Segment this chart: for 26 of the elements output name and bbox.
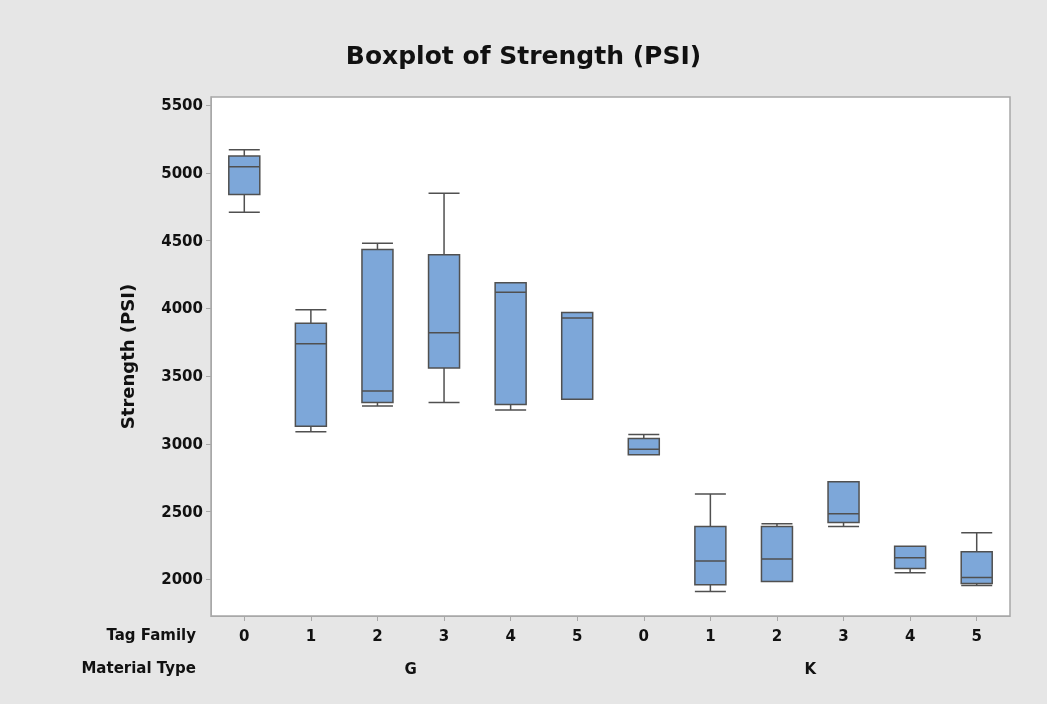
x-tick-label: 3	[838, 626, 849, 645]
x-tick-label: 5	[971, 626, 982, 645]
x-tick-label: 0	[239, 626, 250, 645]
y-tick-label: 5500	[161, 96, 203, 115]
y-axis-title: Strength (PSI)	[116, 283, 138, 430]
text: K	[804, 660, 818, 678]
text: G	[404, 660, 417, 678]
x-tick-label: 4	[505, 626, 516, 645]
x-tick-label: 4	[904, 626, 916, 645]
y-tick-label: 3000	[161, 434, 203, 453]
x-tick-label: 5	[571, 626, 583, 645]
x-tick-label: 3	[438, 626, 450, 645]
y-tick-label: 5000	[161, 163, 203, 182]
y-tick-label: 3500	[161, 367, 203, 386]
y-tick-label: 2500	[161, 502, 203, 521]
x-axis-title: Tag Family	[106, 625, 197, 644]
x-tick-label: 0	[638, 626, 650, 645]
chart-title: Boxplot of Strength (PSI)	[345, 41, 702, 70]
text: Material Type	[81, 658, 196, 677]
x-tick-label: 1	[705, 626, 716, 645]
x-tick-label: 1	[305, 626, 317, 645]
x-tick-label: 2	[771, 626, 783, 645]
y-tick-label: 2000	[161, 570, 203, 589]
y-tick-label: 4500	[161, 231, 203, 250]
y-tick-label: 4000	[161, 299, 203, 318]
x-tick-label: 2	[372, 626, 383, 645]
